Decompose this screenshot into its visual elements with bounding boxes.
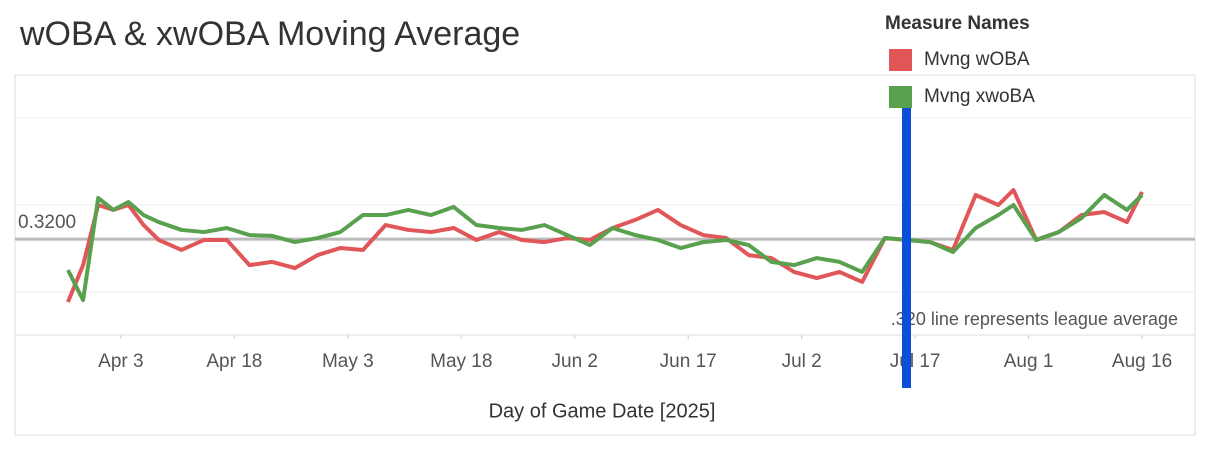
legend-label: Mvng wOBA: [924, 49, 1030, 70]
x-tick-label: Jun 2: [552, 351, 598, 372]
series-line: [66, 192, 1144, 303]
x-tick-label: May 3: [322, 351, 374, 372]
x-tick-label: Jun 17: [660, 351, 717, 372]
chart-title: wOBA & xwOBA Moving Average: [19, 15, 520, 53]
x-tick-label: Aug 16: [1112, 351, 1172, 372]
plot: Apr 3 Apr 18 May 3 May 18 Jun 2 Jun 17 Jul 2 Ju…: [15, 188, 1195, 372]
series-line: [66, 188, 1144, 303]
legend-label: Mvng xwoBA: [924, 86, 1035, 107]
x-tick-label: Jul 17: [890, 351, 941, 372]
x-tick-label: May 18: [430, 351, 492, 372]
x-tick-label: Apr 18: [206, 351, 262, 372]
legend-title: Measure Names: [885, 13, 1030, 34]
x-axis-title: Day of Game Date [2025]: [489, 400, 716, 422]
plot-frame: [14, 74, 1196, 436]
x-tick-label: Jul 2: [782, 351, 822, 372]
x-tick-label: Apr 3: [98, 351, 143, 372]
cursor-bar: [902, 92, 911, 388]
x-tick-label: Aug 1: [1004, 351, 1054, 372]
legend-swatch: [889, 49, 912, 71]
annotation: .320 line represents league average: [891, 309, 1178, 329]
y-tick-label: 0.3200: [18, 212, 76, 233]
legend-swatch: [889, 86, 912, 108]
